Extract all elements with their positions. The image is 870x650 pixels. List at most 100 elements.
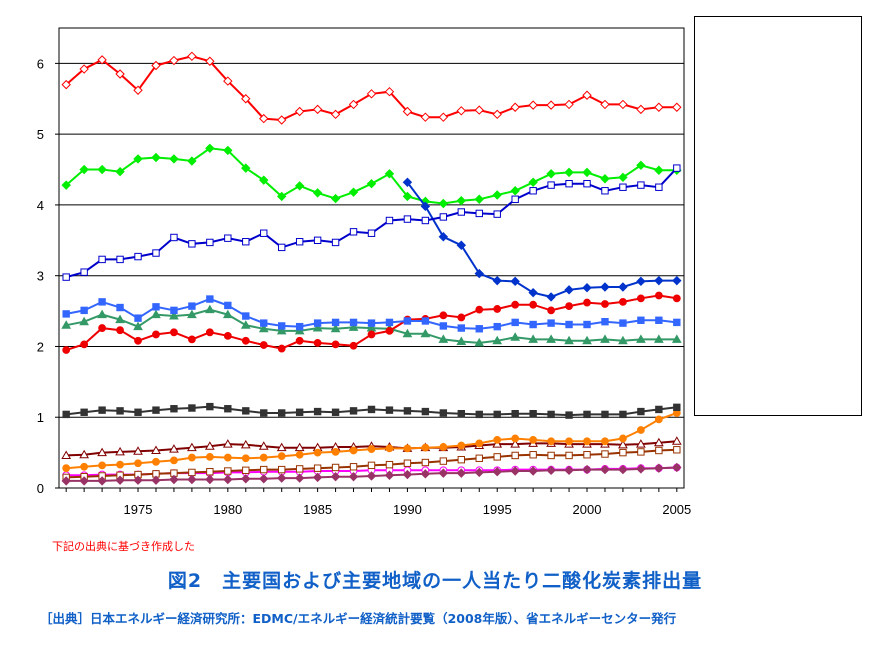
data-point bbox=[636, 426, 645, 434]
data-point bbox=[277, 344, 286, 353]
data-point bbox=[98, 255, 106, 264]
data-point bbox=[492, 109, 502, 120]
data-point bbox=[529, 300, 538, 309]
data-point bbox=[241, 163, 251, 173]
data-point bbox=[385, 444, 394, 453]
data-point bbox=[367, 319, 376, 327]
data-point bbox=[367, 330, 376, 339]
data-point bbox=[259, 474, 269, 484]
data-point bbox=[224, 301, 232, 310]
data-point bbox=[655, 183, 663, 191]
y-tick-label: 1 bbox=[37, 410, 44, 425]
data-point bbox=[187, 156, 197, 166]
plot-area: 0 1 2 3 4 5 6 1975 1980 1985 1990 1995 2000 2005 bbox=[37, 27, 691, 517]
data-point bbox=[295, 450, 304, 459]
data-point bbox=[421, 407, 430, 416]
data-point bbox=[312, 472, 323, 483]
data-point bbox=[619, 183, 627, 191]
data-point bbox=[654, 291, 663, 300]
data-point bbox=[151, 152, 161, 163]
data-point bbox=[601, 300, 609, 308]
data-point bbox=[222, 439, 233, 448]
data-point bbox=[403, 444, 412, 453]
data-point bbox=[618, 335, 628, 345]
data-point bbox=[637, 448, 645, 456]
data-point bbox=[457, 208, 465, 216]
data-point bbox=[278, 322, 286, 330]
data-point bbox=[188, 453, 196, 462]
series-3 bbox=[61, 304, 682, 347]
data-point bbox=[349, 318, 358, 327]
data-point bbox=[330, 109, 341, 120]
data-point bbox=[671, 436, 682, 445]
data-point bbox=[294, 325, 305, 335]
series-9 bbox=[61, 462, 682, 486]
data-point bbox=[134, 314, 142, 322]
data-point bbox=[493, 305, 502, 313]
data-point bbox=[62, 410, 70, 419]
data-point bbox=[224, 405, 232, 413]
data-point bbox=[278, 409, 286, 417]
data-point bbox=[439, 322, 448, 330]
data-point bbox=[134, 336, 142, 345]
data-point bbox=[295, 336, 304, 345]
data-point bbox=[278, 465, 286, 474]
data-point bbox=[240, 439, 251, 449]
data-point bbox=[205, 474, 215, 485]
data-point bbox=[133, 475, 143, 485]
data-point bbox=[242, 238, 250, 246]
data-point bbox=[260, 409, 268, 417]
data-point bbox=[98, 461, 107, 470]
data-point bbox=[474, 105, 484, 115]
data-point bbox=[349, 463, 358, 471]
data-point bbox=[565, 451, 573, 460]
data-point bbox=[294, 106, 305, 117]
data-point bbox=[402, 177, 413, 187]
data-point bbox=[510, 102, 520, 112]
data-point bbox=[349, 341, 358, 350]
x-tick-label: 1985 bbox=[303, 502, 332, 517]
data-point bbox=[170, 233, 178, 242]
data-point bbox=[457, 324, 465, 332]
data-point bbox=[205, 56, 215, 66]
data-point bbox=[278, 243, 286, 252]
data-point bbox=[115, 314, 125, 324]
data-point bbox=[438, 112, 449, 122]
data-point bbox=[223, 331, 232, 340]
data-point bbox=[206, 238, 214, 247]
data-point bbox=[241, 454, 250, 463]
data-point bbox=[187, 442, 197, 452]
data-point bbox=[528, 466, 538, 476]
data-point bbox=[169, 474, 179, 485]
data-point bbox=[151, 445, 161, 454]
data-point bbox=[564, 335, 574, 345]
data-point bbox=[152, 303, 160, 311]
data-point bbox=[242, 466, 250, 475]
data-point bbox=[618, 172, 628, 183]
data-point bbox=[223, 76, 233, 86]
data-point bbox=[637, 407, 645, 416]
x-tick-label: 1980 bbox=[213, 502, 242, 517]
data-point bbox=[438, 198, 449, 209]
data-point bbox=[169, 154, 179, 164]
data-point bbox=[134, 459, 142, 468]
data-point bbox=[222, 309, 233, 319]
data-point bbox=[258, 323, 269, 333]
data-point bbox=[601, 437, 609, 446]
data-point bbox=[529, 187, 537, 195]
data-point bbox=[116, 407, 124, 415]
data-point bbox=[672, 275, 682, 286]
data-point bbox=[312, 188, 323, 198]
data-point bbox=[62, 310, 70, 318]
data-point bbox=[565, 320, 573, 329]
data-point bbox=[259, 113, 269, 124]
data-point bbox=[420, 112, 431, 122]
data-point bbox=[601, 450, 609, 458]
data-point bbox=[493, 322, 501, 331]
data-point bbox=[438, 468, 449, 478]
data-point bbox=[205, 328, 214, 337]
data-point bbox=[133, 154, 143, 164]
data-point bbox=[511, 451, 519, 460]
data-point bbox=[188, 302, 196, 310]
data-point bbox=[367, 461, 376, 470]
